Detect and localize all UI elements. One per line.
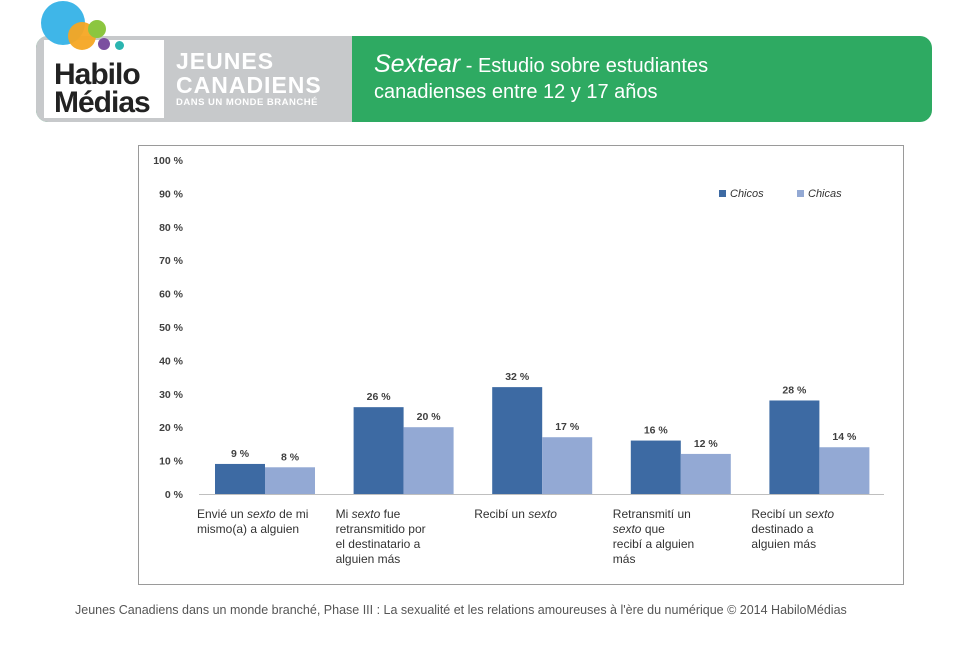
- x-category-label: Recibí un sexto: [474, 507, 557, 521]
- bar-chicos: [630, 440, 681, 494]
- data-label: 32 %: [505, 371, 530, 383]
- y-tick-label: 40 %: [159, 355, 184, 367]
- habilomedias-logo: Habilo Médias: [44, 40, 164, 118]
- data-label: 14 %: [832, 431, 857, 443]
- y-tick-label: 50 %: [159, 322, 184, 334]
- title-italic-word: Sextear: [374, 50, 461, 78]
- logo-text-bottom: Médias: [54, 86, 151, 119]
- legend-label-chicas: Chicas: [808, 188, 842, 200]
- title-rest: - Estudio sobre estudiantes: [460, 55, 709, 77]
- bar-chicos: [769, 400, 820, 494]
- data-label: 26 %: [367, 391, 392, 403]
- data-label: 17 %: [555, 421, 580, 433]
- chart-frame: 0 % 10 % 20 % 30 % 40 % 50 % 60 % 70 % 80 % 90 % 1…: [138, 145, 904, 585]
- y-tick-label: 100 %: [153, 155, 183, 167]
- data-label: 16 %: [644, 425, 669, 437]
- data-label: 12 %: [694, 438, 719, 450]
- x-category-label: Envié un sexto de mi mismo(a) a alguien: [197, 507, 308, 536]
- data-label: 28 %: [782, 384, 807, 396]
- title-line-2: canadienses entre 12 y 17 años: [374, 81, 658, 103]
- x-category-label: Recibí un sexto destinado a alguien más: [751, 507, 834, 551]
- bar-chicos: [215, 463, 265, 494]
- brand-line-1: JEUNES: [176, 48, 275, 74]
- data-label: 20 %: [417, 411, 442, 423]
- y-tick-label: 10 %: [159, 456, 184, 468]
- bar-chicas: [265, 467, 315, 494]
- footer-credit: Jeunes Canadiens dans un monde branché, …: [75, 603, 847, 617]
- x-category-label: Retransmití un sexto que recibí a alguien m…: [613, 507, 694, 566]
- y-tick-label: 30 %: [159, 389, 184, 401]
- page-title: Sextear - Estudio sobre estudiantes cana…: [374, 52, 708, 104]
- header-banner: Habilo Médias JEUNES CANADIENS DANS UN M…: [36, 36, 932, 122]
- y-tick-label: 60 %: [159, 289, 184, 301]
- brand-line-3: DANS UN MONDE BRANCHÉ: [176, 97, 318, 108]
- y-tick-label: 0 %: [165, 489, 184, 501]
- logo-text-top: Habilo: [54, 58, 141, 91]
- brand-line-2: CANADIENS: [176, 72, 322, 98]
- bar-chicas: [680, 453, 731, 494]
- bar-chart: 0 % 10 % 20 % 30 % 40 % 50 % 60 % 70 % 80 % 90 % 1…: [153, 155, 884, 566]
- bar-chicos: [353, 407, 404, 494]
- legend-label-chicos: Chicos: [730, 188, 764, 200]
- data-label: 9 %: [231, 448, 250, 460]
- data-label: 8 %: [281, 451, 300, 463]
- y-tick-label: 70 %: [159, 255, 184, 267]
- bar-chicos: [492, 387, 543, 494]
- y-tick-label: 90 %: [159, 188, 184, 200]
- bar-chicas: [403, 427, 454, 494]
- brand-panel: Habilo Médias JEUNES CANADIENS DANS UN M…: [36, 36, 352, 122]
- x-category-label: Mi sexto fue retransmitido por el destinat…: [336, 507, 426, 566]
- y-tick-label: 80 %: [159, 222, 184, 234]
- legend-swatch-chicos: [719, 190, 726, 197]
- legend-swatch-chicas: [797, 190, 804, 197]
- bar-chicas: [819, 447, 870, 494]
- bar-chicas: [542, 437, 593, 494]
- y-tick-label: 20 %: [159, 422, 184, 434]
